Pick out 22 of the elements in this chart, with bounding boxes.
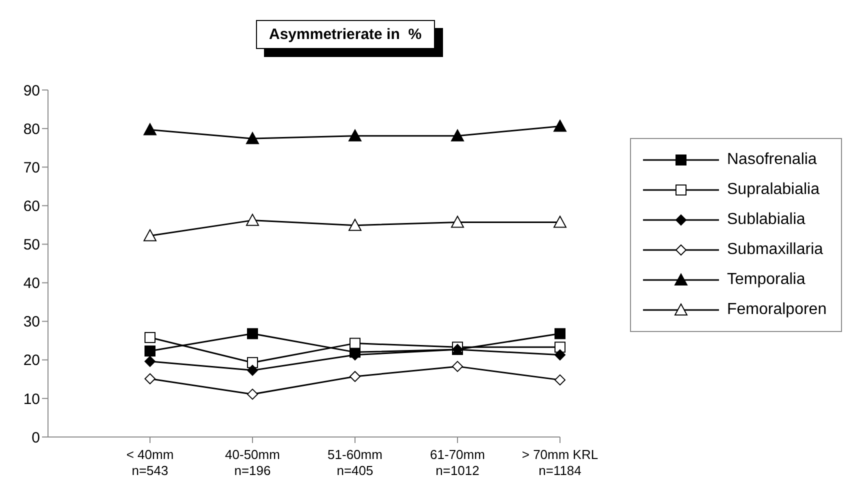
chart-title: Asymmetrierate in % [256, 20, 435, 49]
y-tick-label: 10 [23, 390, 40, 408]
y-tick-label: 80 [23, 120, 40, 138]
legend-label: Nasofrenalia [727, 151, 817, 169]
y-tick-label: 40 [23, 275, 40, 292]
x-tick-label: 40-50mm n=196 [225, 447, 280, 478]
y-tick-label: 90 [23, 82, 40, 100]
legend-label: Sublabialia [727, 211, 806, 229]
x-tick-label: < 40mm n=543 [126, 447, 174, 478]
legend-label: Temporalia [727, 271, 806, 289]
legend-label: Submaxillaria [727, 241, 824, 259]
y-tick-label: 0 [32, 429, 40, 446]
x-tick-label: > 70mm KRL n=1184 [522, 447, 598, 478]
y-tick-label: 20 [23, 352, 40, 370]
y-tick-label: 70 [23, 159, 40, 176]
legend-label: Femoralporen [727, 301, 827, 319]
x-tick-label: 61-70mm n=1012 [430, 447, 485, 478]
legend-label: Supralabialia [727, 181, 820, 199]
y-tick-label: 30 [23, 314, 40, 331]
y-tick-label: 50 [23, 236, 40, 254]
x-tick-label: 51-60mm n=405 [328, 447, 382, 478]
y-tick-label: 60 [23, 198, 40, 215]
